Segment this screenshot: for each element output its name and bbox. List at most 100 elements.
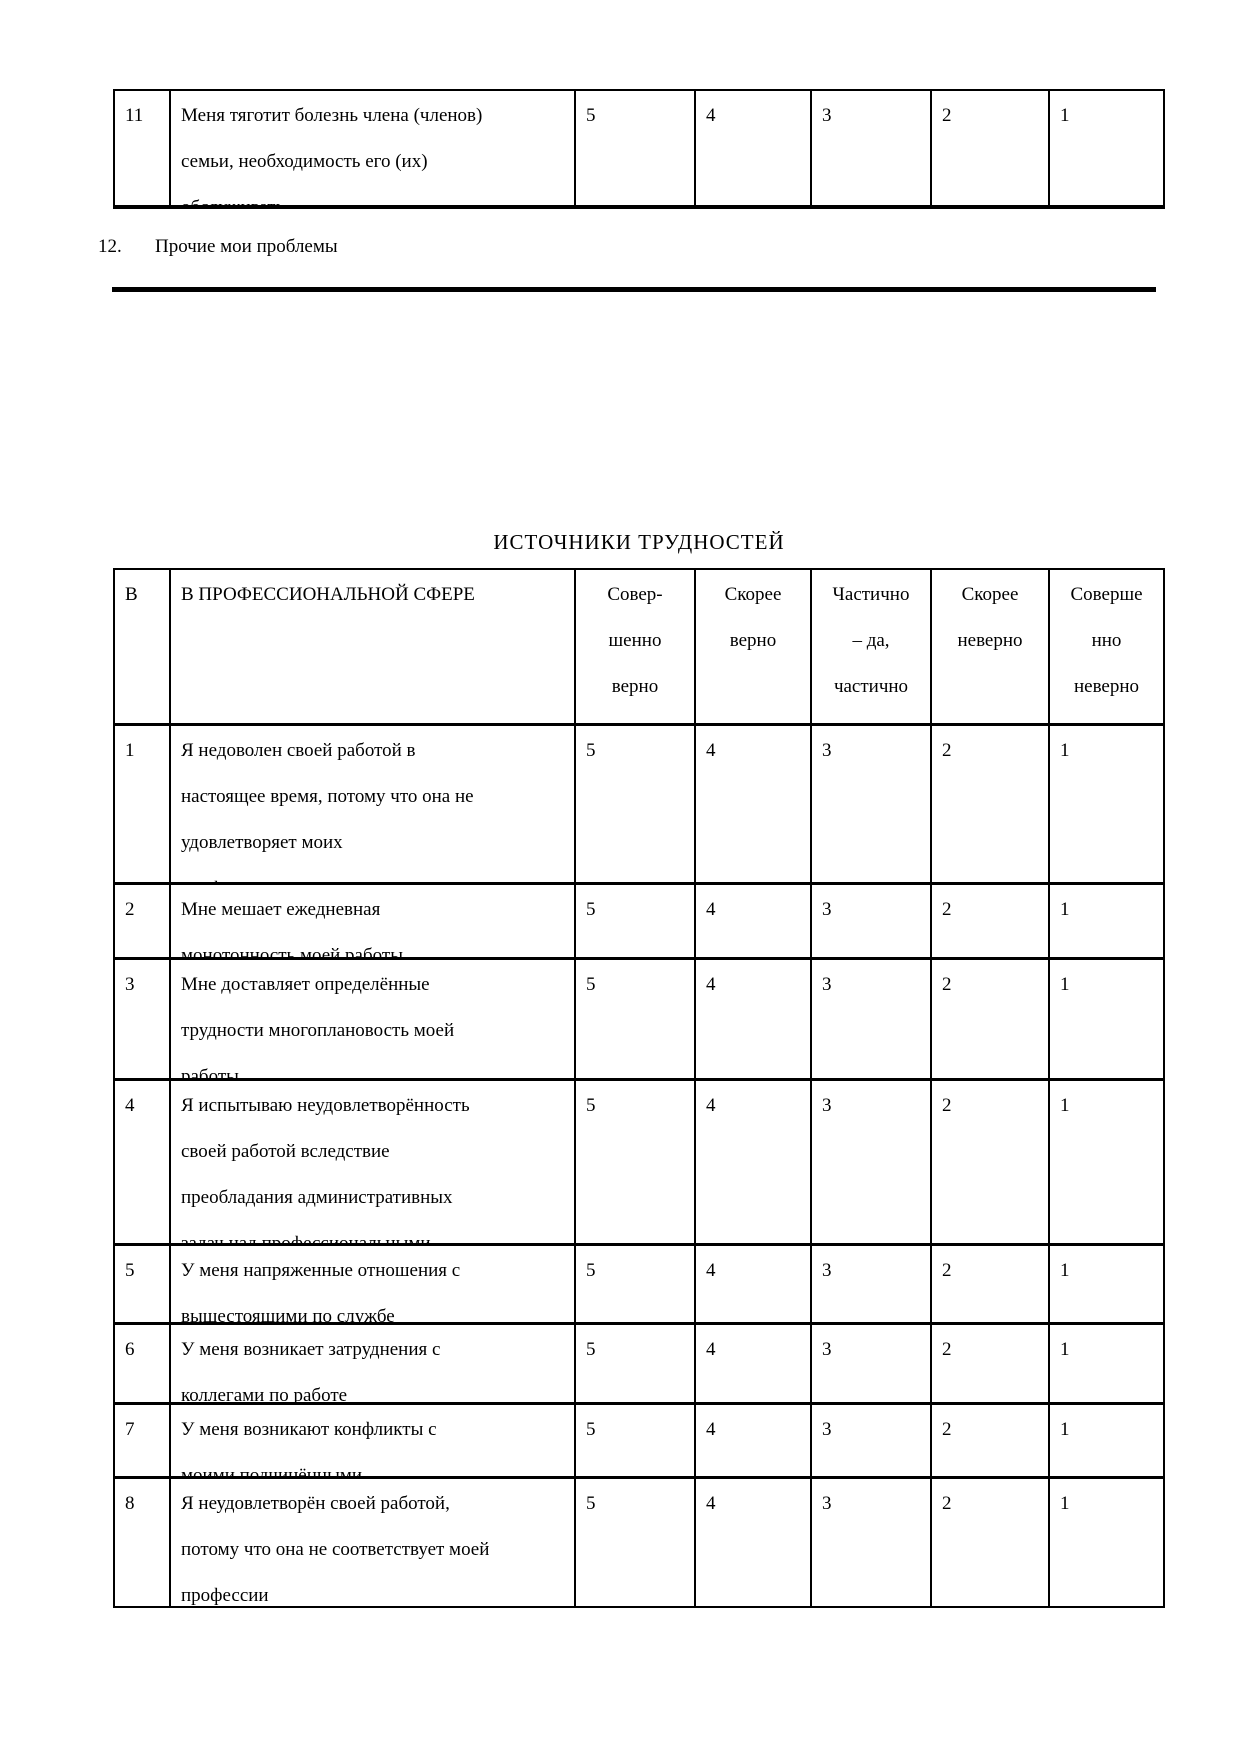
row-text-line: У меня возникает затруднения с (181, 1339, 441, 1360)
header-scale-4: Скорее неверно (932, 570, 1050, 723)
rating-cell: 2 (932, 960, 1050, 1078)
row-text-line: настоящее время, потому что она не (181, 786, 474, 807)
row-text-line: моими подчинёнными (181, 1465, 363, 1476)
header-scale-5: Соверше нно неверно (1050, 570, 1163, 723)
row-text-line: монотонность моей работы (181, 945, 403, 957)
header-line: верно (729, 630, 777, 651)
rating-cell: 2 (932, 1405, 1050, 1476)
header-scale-3: Частично – да, частично нет (812, 570, 932, 723)
rating-cell: 2 (932, 726, 1050, 882)
rating-cell: 1 (1060, 1419, 1070, 1440)
rating-cell: 4 (696, 1325, 812, 1402)
rating-cell: 3 (812, 1081, 932, 1243)
row-number: 1 (115, 726, 171, 882)
table-header-row: В В ПРОФЕССИОНАЛЬНОЙ СФЕРЕ Совер- шенно … (115, 570, 1163, 726)
table-row: 11 Меня тяготит болезнь члена (членов) с… (115, 91, 1163, 205)
rating-cell: 3 (812, 726, 932, 882)
row-text-line: потому что она не соответствует моей (181, 1539, 490, 1560)
rating-cell: 4 (696, 1405, 812, 1476)
rating-cell: 3 (812, 885, 932, 957)
rating-cell: 5 (576, 1405, 696, 1476)
row-text: Меня тяготит болезнь члена (членов) семь… (171, 91, 576, 205)
carryover-table: 11 Меня тяготит болезнь члена (членов) с… (113, 89, 1165, 209)
item-12-number: 12. (98, 236, 122, 257)
row-number: 6 (115, 1325, 171, 1402)
section-divider (112, 287, 1156, 292)
header-letter: В (115, 570, 171, 723)
header-line: Скорее (724, 584, 782, 605)
header-line: Частично (832, 584, 910, 605)
header-line: шенно (608, 630, 662, 651)
row-text: Я недоволен своей работой в настоящее вр… (171, 726, 576, 882)
table-row: 3 Мне доставляет определённые трудности … (115, 960, 1163, 1081)
header-line: Соверше (1070, 584, 1143, 605)
rating-cell: 5 (576, 1246, 696, 1322)
row-text-line: Я испытываю неудовлетворённость (181, 1095, 470, 1116)
row-number: 4 (115, 1081, 171, 1243)
rating-cell: 1 (1060, 1095, 1070, 1116)
rating-cell: 4 (696, 885, 812, 957)
header-line: Совер- (607, 584, 663, 605)
row-text-line: У меня возникают конфликты с (181, 1419, 437, 1440)
row-text-line: задач над профессиональными (181, 1221, 570, 1243)
rating-cell: 2 (932, 1325, 1050, 1402)
row-text-line: удовлетворяет моих (181, 832, 343, 853)
header-line: нно (1091, 630, 1122, 651)
row-text: Мне мешает ежедневная монотонность моей … (171, 885, 576, 957)
rating-cell: 3 (812, 1246, 932, 1322)
row-text-line: Меня тяготит болезнь члена (членов) (181, 105, 483, 126)
rating-cell: 5 (576, 1081, 696, 1243)
row-number: 5 (115, 1246, 171, 1322)
section-title: ИСТОЧНИКИ ТРУДНОСТЕЙ (493, 530, 785, 554)
row-text-line: Я недоволен своей работой в (181, 740, 416, 761)
header-sphere: В ПРОФЕССИОНАЛЬНОЙ СФЕРЕ (171, 570, 576, 723)
rating-cell: 3 (812, 1325, 932, 1402)
row-text-line: Мне доставляет определённые (181, 974, 430, 995)
rating-cell: 5 (576, 1325, 696, 1402)
rating-cell: 4 (696, 1246, 812, 1322)
row-text-line: своей работой вследствие (181, 1141, 390, 1162)
header-line: – да, (852, 630, 890, 651)
row-text-line: вышестоящими по службе (181, 1306, 395, 1322)
rating-cell: 1 (1060, 1260, 1070, 1281)
row-text: Мне доставляет определённые трудности мн… (171, 960, 576, 1078)
row-text: У меня возникают конфликты с моими подчи… (171, 1405, 576, 1476)
header-scale-2: Скорее верно (696, 570, 812, 723)
table-row: 1 Я недоволен своей работой в настоящее … (115, 726, 1163, 885)
row-text: Я испытываю неудовлетворённость своей ра… (171, 1081, 576, 1243)
rating-cell: 1 (1060, 1339, 1070, 1360)
row-text: Я неудовлетворён своей работой, потому ч… (171, 1479, 576, 1606)
row-text-line: У меня напряженные отношения с (181, 1260, 461, 1281)
rating-cell: 2 (932, 1479, 1050, 1606)
row-text-line: трудности многоплановость моей (181, 1020, 455, 1041)
rating-cell: 1 (1060, 1493, 1070, 1514)
rating-cell: 3 (812, 960, 932, 1078)
table-row: 4 Я испытываю неудовлетворённость своей … (115, 1081, 1163, 1246)
row-text-line: обслуживать (181, 185, 570, 205)
rating-cell: 3 (812, 1479, 932, 1606)
rating-cell: 1 (1060, 105, 1070, 126)
header-line: нет (816, 710, 926, 723)
rating-cell: 5 (576, 960, 696, 1078)
row-number: 11 (115, 91, 171, 205)
table-row: 8 Я неудовлетворён своей работой, потому… (115, 1479, 1163, 1606)
rating-cell: 3 (812, 91, 932, 205)
row-number: 8 (115, 1479, 171, 1606)
rating-cell: 4 (696, 1081, 812, 1243)
rating-cell: 4 (696, 960, 812, 1078)
header-line: верно (611, 676, 659, 697)
rating-cell: 1 (1060, 899, 1070, 920)
rating-cell: 1 (1060, 974, 1070, 995)
row-text-line: семьи, необходимость его (их) (181, 151, 428, 172)
rating-cell: 2 (932, 1081, 1050, 1243)
rating-cell: 3 (812, 1405, 932, 1476)
row-text: У меня напряженные отношения с вышестоящ… (171, 1246, 576, 1322)
item-12-label: Прочие мои проблемы (155, 236, 338, 257)
rating-cell: 2 (932, 91, 1050, 205)
row-text-line: преобладания административных (181, 1187, 453, 1208)
header-line: частично (833, 676, 909, 697)
rating-cell: 5 (576, 1479, 696, 1606)
header-line: неверно (1073, 676, 1140, 697)
table-row: 7 У меня возникают конфликты с моими под… (115, 1405, 1163, 1479)
rating-cell: 4 (696, 91, 812, 205)
